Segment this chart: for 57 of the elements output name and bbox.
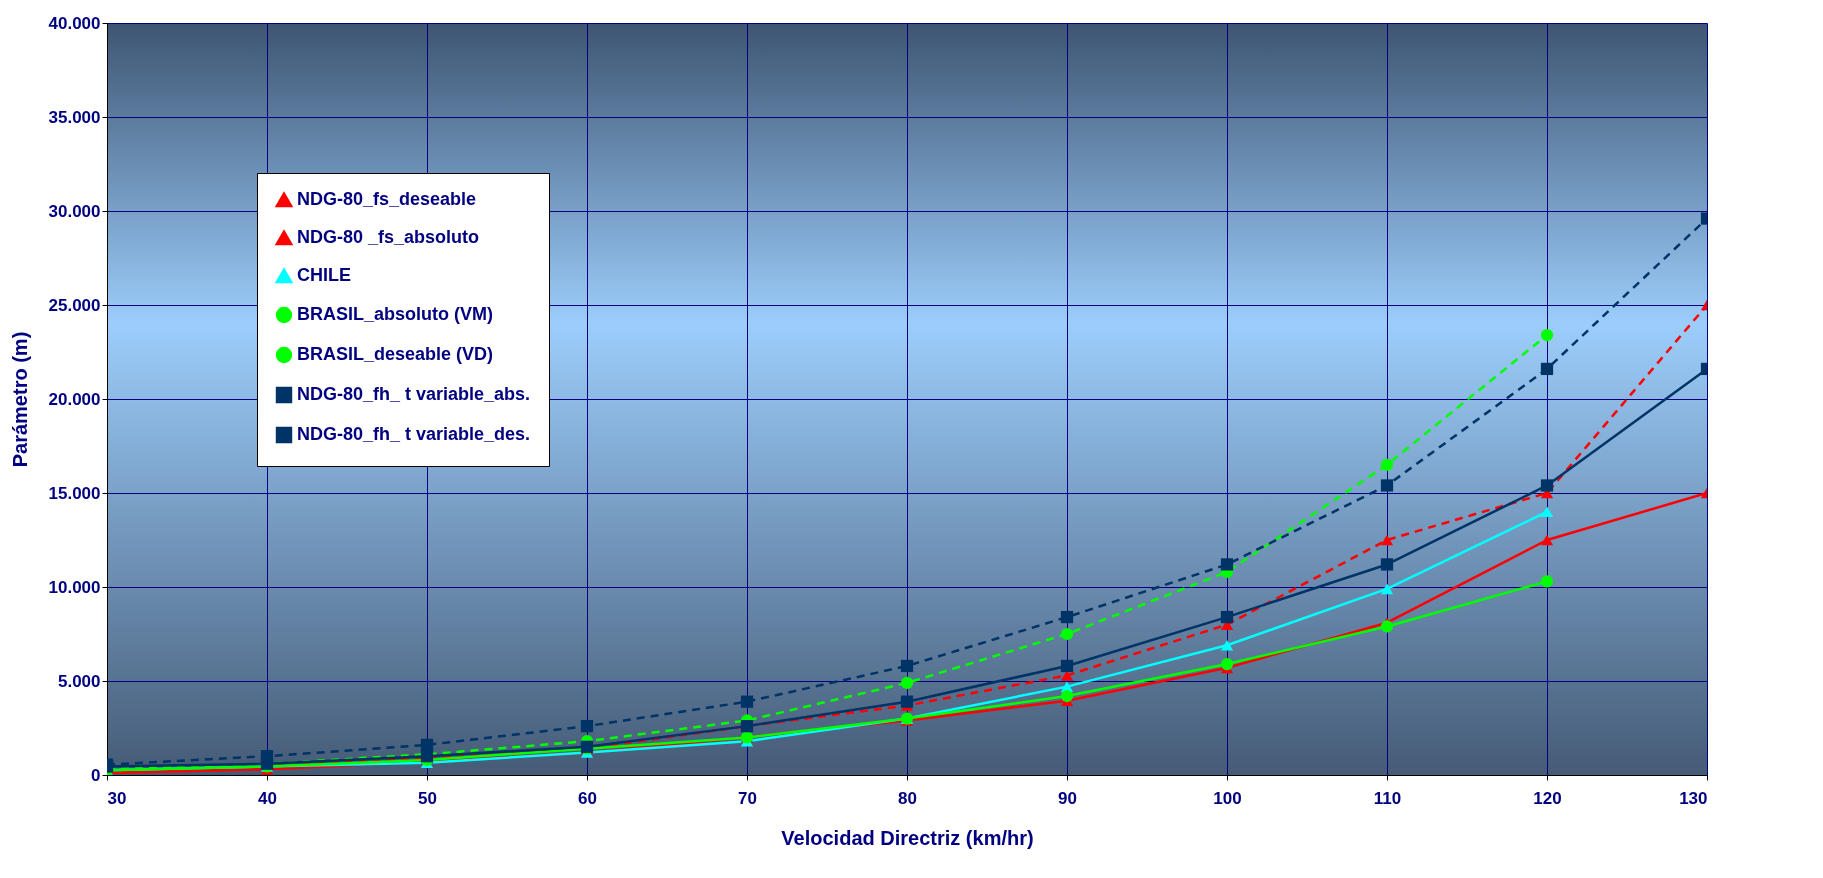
point xyxy=(1060,689,1074,703)
y-tick-label: 15.000 xyxy=(48,483,101,503)
x-axis-title: Velocidad Directriz (km/hr) xyxy=(781,826,1034,849)
point xyxy=(260,750,274,763)
legend-label: NDG-80_fs_deseable xyxy=(297,189,477,209)
x-tick-label: 30 xyxy=(107,788,127,808)
legend-label: BRASIL_absoluto (VM) xyxy=(297,304,493,324)
x-tick-label: 100 xyxy=(1213,788,1242,808)
point xyxy=(1380,479,1394,492)
point xyxy=(1380,534,1394,546)
legend-label: CHILE xyxy=(297,265,351,285)
point xyxy=(740,695,754,708)
point xyxy=(900,676,914,689)
y-tick-label: 30.000 xyxy=(48,201,101,221)
point xyxy=(1380,620,1394,633)
point xyxy=(1060,627,1074,641)
x-tick-label: 80 xyxy=(898,788,917,808)
point xyxy=(1060,670,1074,681)
point xyxy=(420,738,434,752)
y-tick-label: 10.000 xyxy=(48,577,101,597)
y-axis-title: Parámetro (m) xyxy=(8,331,31,468)
point xyxy=(1060,610,1074,624)
point xyxy=(1220,558,1234,571)
legend-label: NDG-80_fh_ t variable_des. xyxy=(297,424,531,444)
y-tick-label: 25.000 xyxy=(48,295,101,315)
point xyxy=(1540,362,1554,376)
point xyxy=(900,659,914,673)
x-tick-label: 90 xyxy=(1058,788,1077,808)
x-tick-label: 110 xyxy=(1373,788,1402,808)
point xyxy=(580,720,594,733)
point xyxy=(1380,558,1394,571)
point xyxy=(1380,458,1394,471)
legend-label: BRASIL_deseable (VD) xyxy=(297,344,494,364)
y-tick-label: 5.000 xyxy=(57,671,101,691)
legend-label: NDG-80 _fs_absoluto xyxy=(297,227,480,247)
y-tick-label: 40.000 xyxy=(48,13,101,33)
point xyxy=(1540,534,1554,546)
point xyxy=(1220,639,1234,651)
legend-label: NDG-80_fh_ t variable_abs. xyxy=(297,384,531,404)
x-tick-label: 70 xyxy=(738,788,757,808)
x-tick-label: 130 xyxy=(1679,788,1708,808)
y-tick-label: 0 xyxy=(91,765,101,785)
x-tick-label: 50 xyxy=(418,788,437,808)
point xyxy=(1220,657,1234,671)
point xyxy=(1540,479,1554,492)
point xyxy=(900,695,914,708)
y-tick-label: 20.000 xyxy=(48,389,101,409)
point xyxy=(1380,583,1394,595)
y-tick-label: 35.000 xyxy=(48,107,101,127)
point xyxy=(1540,328,1554,342)
x-tick-label: 120 xyxy=(1533,788,1562,808)
point xyxy=(1220,610,1234,624)
point xyxy=(1540,575,1554,588)
point xyxy=(1060,659,1074,673)
x-tick-label: 40 xyxy=(258,788,277,808)
x-tick-label: 60 xyxy=(578,788,597,808)
point xyxy=(1540,506,1554,518)
